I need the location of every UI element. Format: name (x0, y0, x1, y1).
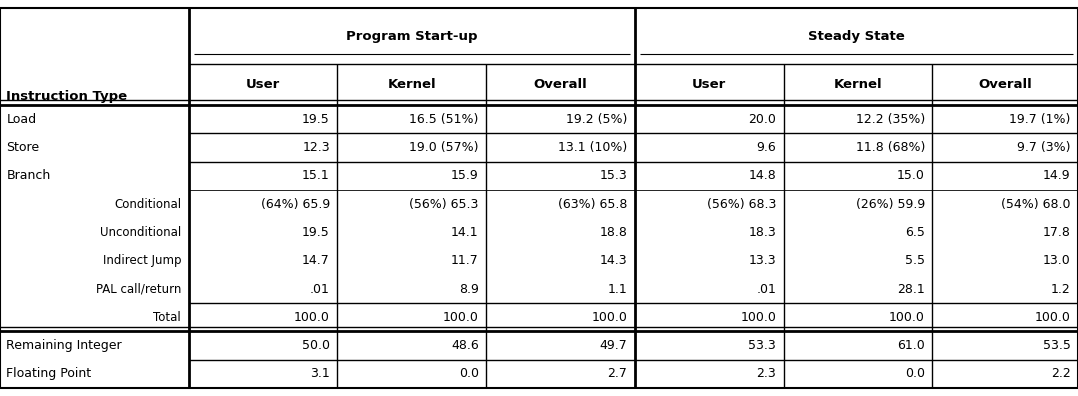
Text: .01: .01 (310, 282, 330, 295)
Text: 19.2 (5%): 19.2 (5%) (566, 113, 627, 126)
Text: 48.6: 48.6 (451, 339, 479, 352)
Text: 3.1: 3.1 (310, 367, 330, 381)
Text: 1.2: 1.2 (1051, 282, 1070, 295)
Text: 13.0: 13.0 (1042, 254, 1070, 267)
Text: 14.8: 14.8 (748, 169, 776, 182)
Text: Program Start-up: Program Start-up (346, 30, 478, 42)
Text: 100.0: 100.0 (1035, 311, 1070, 324)
Text: 15.3: 15.3 (599, 169, 627, 182)
Text: 1.1: 1.1 (608, 282, 627, 295)
Text: 28.1: 28.1 (897, 282, 925, 295)
Text: 0.0: 0.0 (904, 367, 925, 381)
Text: 13.3: 13.3 (748, 254, 776, 267)
Text: (54%) 68.0: (54%) 68.0 (1001, 198, 1070, 211)
Text: 2.7: 2.7 (608, 367, 627, 381)
Text: 14.1: 14.1 (451, 226, 479, 239)
Text: Indirect Jump: Indirect Jump (102, 254, 181, 267)
Text: Store: Store (6, 141, 40, 154)
Text: Kernel: Kernel (833, 78, 883, 91)
Text: 11.7: 11.7 (451, 254, 479, 267)
Text: Total: Total (153, 311, 181, 324)
Text: 53.3: 53.3 (748, 339, 776, 352)
Text: 18.3: 18.3 (748, 226, 776, 239)
Text: Remaining Integer: Remaining Integer (6, 339, 122, 352)
Text: Floating Point: Floating Point (6, 367, 92, 381)
Text: 11.8 (68%): 11.8 (68%) (856, 141, 925, 154)
Text: 14.3: 14.3 (599, 254, 627, 267)
Text: 19.5: 19.5 (302, 113, 330, 126)
Text: Conditional: Conditional (114, 198, 181, 211)
Text: Overall: Overall (534, 78, 588, 91)
Text: 16.5 (51%): 16.5 (51%) (410, 113, 479, 126)
Text: 50.0: 50.0 (302, 339, 330, 352)
Text: 15.9: 15.9 (451, 169, 479, 182)
Text: 14.9: 14.9 (1042, 169, 1070, 182)
Text: (63%) 65.8: (63%) 65.8 (558, 198, 627, 211)
Text: (56%) 65.3: (56%) 65.3 (410, 198, 479, 211)
Text: 19.7 (1%): 19.7 (1%) (1009, 113, 1070, 126)
Text: 19.0 (57%): 19.0 (57%) (410, 141, 479, 154)
Text: 0.0: 0.0 (458, 367, 479, 381)
Text: Branch: Branch (6, 169, 51, 182)
Text: Kernel: Kernel (387, 78, 437, 91)
Text: 14.7: 14.7 (302, 254, 330, 267)
Text: Instruction Type: Instruction Type (6, 90, 127, 103)
Text: User: User (692, 78, 727, 91)
Text: 13.1 (10%): 13.1 (10%) (558, 141, 627, 154)
Text: 100.0: 100.0 (592, 311, 627, 324)
Text: 9.6: 9.6 (757, 141, 776, 154)
Text: 100.0: 100.0 (889, 311, 925, 324)
Text: 19.5: 19.5 (302, 226, 330, 239)
Text: 12.3: 12.3 (302, 141, 330, 154)
Text: Overall: Overall (979, 78, 1032, 91)
Text: 100.0: 100.0 (443, 311, 479, 324)
Text: 15.0: 15.0 (897, 169, 925, 182)
Text: 5.5: 5.5 (904, 254, 925, 267)
Text: 18.8: 18.8 (599, 226, 627, 239)
Text: 100.0: 100.0 (741, 311, 776, 324)
Text: 8.9: 8.9 (459, 282, 479, 295)
Text: PAL call/return: PAL call/return (96, 282, 181, 295)
Text: 2.2: 2.2 (1051, 367, 1070, 381)
Text: 20.0: 20.0 (748, 113, 776, 126)
Text: 100.0: 100.0 (294, 311, 330, 324)
Text: 6.5: 6.5 (906, 226, 925, 239)
Text: Load: Load (6, 113, 37, 126)
Text: User: User (246, 78, 280, 91)
Text: .01: .01 (757, 282, 776, 295)
Text: Steady State: Steady State (808, 30, 904, 42)
Text: 2.3: 2.3 (757, 367, 776, 381)
Text: 17.8: 17.8 (1042, 226, 1070, 239)
Text: 9.7 (3%): 9.7 (3%) (1017, 141, 1070, 154)
Text: 53.5: 53.5 (1042, 339, 1070, 352)
Text: (26%) 59.9: (26%) 59.9 (856, 198, 925, 211)
Text: Unconditional: Unconditional (100, 226, 181, 239)
Text: 61.0: 61.0 (897, 339, 925, 352)
Text: 15.1: 15.1 (302, 169, 330, 182)
Text: 49.7: 49.7 (599, 339, 627, 352)
Text: 12.2 (35%): 12.2 (35%) (856, 113, 925, 126)
Text: (56%) 68.3: (56%) 68.3 (707, 198, 776, 211)
Text: (64%) 65.9: (64%) 65.9 (261, 198, 330, 211)
